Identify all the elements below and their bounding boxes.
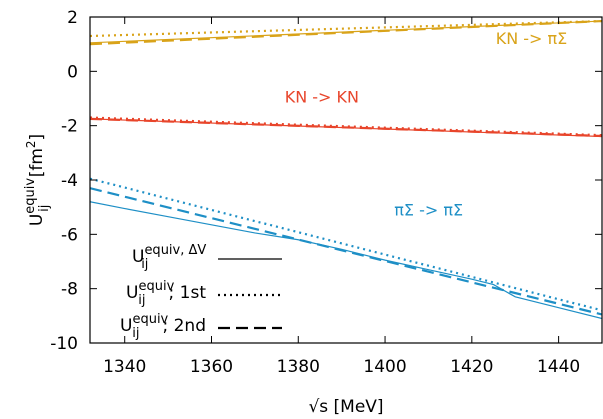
- plot-frame: [89, 16, 603, 344]
- svg-text:Uequivij [fm2]: Uequivij [fm2]: [23, 134, 52, 226]
- series-line-2: [90, 19, 602, 46]
- legend-entry-1: Uequiv ij; 1st: [126, 279, 282, 308]
- annotation-1: KN -> KN: [285, 88, 359, 107]
- legend-entry-2: Uequiv ij; 2nd: [120, 312, 282, 341]
- y-tick-label-5: 0: [67, 62, 78, 82]
- ticks-layer: 1340 1360 1380 1400 1420 1440 -10 -8 -6 -4 -2 0 2: [50, 8, 602, 377]
- series-line-7: [90, 177, 602, 312]
- legend: Uequiv, ΔV ij Uequiv ij; 1st Uequiv ij; 2nd: [120, 243, 282, 341]
- x-tick-label-3: 1400: [363, 357, 406, 377]
- y-axis-label-unit-close: ]: [27, 134, 47, 141]
- y-tick-label-6: 2: [67, 8, 78, 28]
- series-line-1: [90, 19, 602, 38]
- y-axis-label-unit-sup: 2: [24, 140, 38, 148]
- y-tick-label-2: -6: [61, 225, 78, 245]
- x-tick-label-2: 1380: [277, 357, 320, 377]
- y-tick-label-4: -2: [61, 117, 78, 137]
- y-axis-label-sup: equiv: [23, 178, 38, 214]
- series-line-5: [90, 117, 602, 138]
- y-axis-label-sub: ij: [37, 205, 52, 212]
- series-layer: [90, 19, 602, 320]
- series-line-8: [90, 187, 602, 316]
- series-line-6: [90, 201, 602, 320]
- y-axis-label-unit: [fm: [27, 148, 47, 183]
- legend-label-1: Uequiv ij; 1st: [126, 279, 206, 308]
- legend-entry-0: Uequiv, ΔV ij: [132, 243, 282, 272]
- series-line-4: [90, 116, 602, 137]
- annotation-layer: KN -> πΣ KN -> KN πΣ -> πΣ: [285, 29, 568, 219]
- x-tick-label-1: 1360: [190, 357, 233, 377]
- x-tick-label-5: 1440: [537, 357, 580, 377]
- y-axis-label-main: U: [27, 214, 47, 226]
- annotation-0: KN -> πΣ: [496, 29, 568, 48]
- annotation-2: πΣ -> πΣ: [394, 200, 463, 219]
- legend-label-2: Uequiv ij; 2nd: [120, 312, 206, 341]
- x-tick-label-4: 1420: [450, 357, 493, 377]
- y-tick-label-3: -4: [61, 171, 78, 191]
- x-tick-label-0: 1340: [103, 357, 146, 377]
- y-tick-label-1: -8: [61, 280, 78, 300]
- x-axis-label: √s [MeV]: [308, 397, 383, 417]
- legend-label-0: Uequiv, ΔV ij: [132, 243, 206, 272]
- y-tick-label-0: -10: [50, 334, 78, 354]
- y-axis-label: Uequivij [fm2]: [23, 134, 52, 226]
